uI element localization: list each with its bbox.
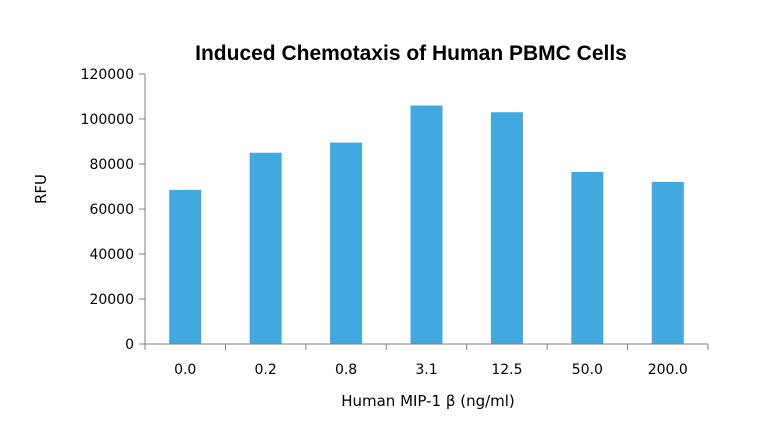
bar-200-0	[651, 182, 684, 344]
y-tick-label: 80000	[89, 157, 134, 173]
bar-3-1	[410, 105, 443, 344]
bars-group	[169, 105, 684, 344]
chart-title: Induced Chemotaxis of Human PBMC Cells	[195, 42, 627, 65]
y-axis-label: RFU	[32, 174, 50, 204]
y-tick-label: 60000	[89, 202, 134, 218]
x-tick-label: 0.2	[255, 362, 277, 378]
y-tick-label: 0	[125, 337, 134, 353]
x-tick-label: 12.5	[491, 362, 522, 378]
y-tick-label: 40000	[89, 247, 134, 263]
x-tick-label: 0.8	[335, 362, 357, 378]
y-tick-label: 100000	[81, 112, 134, 128]
x-tick-label: 200.0	[648, 362, 688, 378]
x-axis-label: Human MIP-1 β (ng/ml)	[341, 392, 515, 410]
bar-0-8	[330, 142, 363, 344]
y-tick-label: 120000	[81, 67, 134, 83]
x-tick-label: 3.1	[415, 362, 437, 378]
bar-12-5	[490, 112, 523, 344]
x-ticks-group: 0.0 0.2 0.8 3.1 12.5 50.0 200.0	[144, 344, 709, 378]
bar-50-0	[571, 171, 604, 344]
x-tick-label: 0.0	[174, 362, 196, 378]
x-tick-label: 50.0	[572, 362, 603, 378]
y-ticks-group: 0 20000 40000 60000 80000 100000 120000	[81, 67, 145, 353]
bar-0-2	[249, 152, 282, 344]
bar-0-0	[169, 189, 202, 344]
y-tick-label: 20000	[89, 292, 134, 308]
